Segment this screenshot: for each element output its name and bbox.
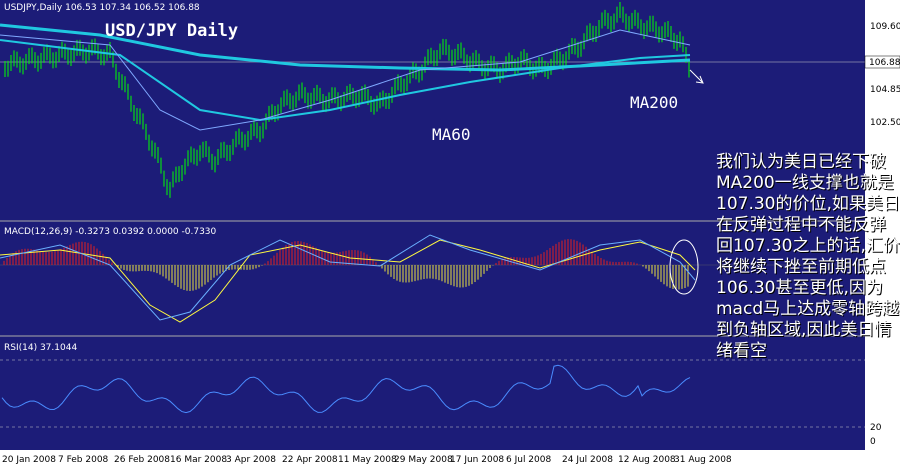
x-tick-label: 22 Apr 2008: [282, 455, 338, 465]
rsi-line: [1, 364, 691, 414]
price-box: [864, 55, 900, 69]
x-tick-label: 26 Feb 2008: [114, 455, 170, 465]
ma60: [0, 39, 691, 122]
background: [0, 0, 865, 450]
price-tick: 106.88: [869, 58, 900, 68]
ma-label: MA60: [432, 125, 471, 144]
price-tick: 109.60: [870, 22, 900, 32]
macd-line: [0, 234, 696, 321]
price-tick: 104.85: [870, 85, 900, 95]
rsi-tick: 20: [870, 423, 882, 433]
x-tick-label: 20 Jan 2008: [2, 455, 56, 465]
x-tick-label: 24 Jul 2008: [562, 455, 613, 465]
x-tick-label: 7 Feb 2008: [58, 455, 109, 465]
chart-title: USD/JPY Daily: [105, 21, 238, 41]
x-tick-label: 17 Jun 2008: [450, 455, 504, 465]
ma: [0, 29, 691, 131]
x-tick-label: 12 Aug 2008: [618, 455, 676, 465]
macd-label: MACD(12,26,9) -0.3273 0.0392 0.0000 -0.7…: [4, 227, 217, 237]
x-tick-label: 6 Jul 2008: [506, 455, 551, 465]
rsi-label: RSI(14) 37.1044: [4, 343, 77, 353]
ma-label: MA200: [630, 93, 678, 112]
annotation: 我们认为美日已经下破MA200一线支撑也就是107.30的价位,如果美日在反弹过…: [716, 152, 900, 361]
price-tick: 102.50: [870, 118, 900, 128]
x-tick-label: 31 Aug 2008: [674, 455, 732, 465]
x-tick-label: 3 Apr 2008: [226, 455, 276, 465]
highlight-circle: [669, 239, 699, 295]
time-axis: 20 Jan 2008 7 Feb 2008 26 Feb 2008 16 Mar 2…: [2, 455, 732, 465]
x-tick-label: 16 Mar 2008: [170, 455, 227, 465]
arrow: [689, 69, 704, 84]
rsi-tick: 0: [870, 437, 876, 447]
x-tick-label: 29 May 2008: [394, 455, 453, 465]
macd-signal: [0, 239, 696, 323]
x-tick-label: 11 May 2008: [338, 455, 397, 465]
symbol-info: USDJPY,Daily 106.53 107.34 106.52 106.88: [4, 3, 200, 13]
